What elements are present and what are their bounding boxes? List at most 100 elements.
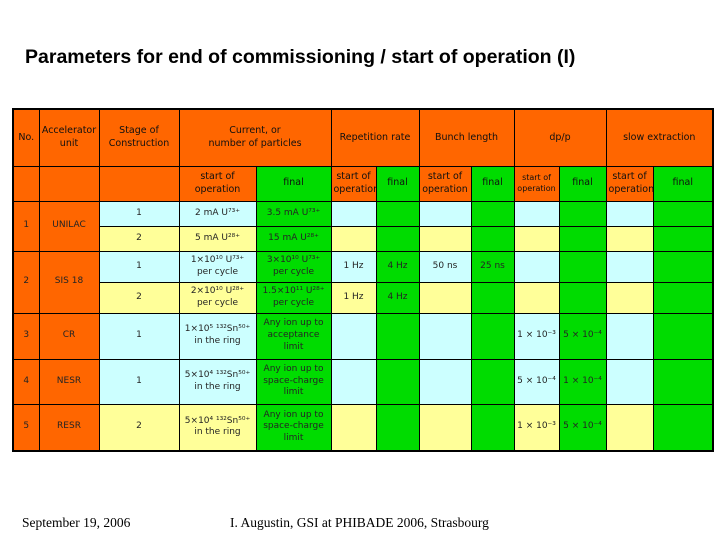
table-cell (470, 281, 515, 314)
table-cell (605, 250, 654, 283)
col-header-stage: Stage of Construction (98, 108, 180, 167)
table-cell (652, 312, 714, 360)
table-cell (605, 281, 654, 314)
row-number: 4 (12, 358, 40, 405)
col-header-current: Current, or number of particles (178, 108, 332, 167)
accelerator-name: NESR (38, 358, 100, 405)
header-spacer-cell (98, 165, 180, 202)
table-cell (418, 281, 472, 314)
parameters-table: No. Accelerator unit Stage of Constructi… (12, 108, 715, 452)
stage-number: 1 (98, 200, 180, 227)
table-cell (605, 358, 654, 405)
table-cell: 50 ns (418, 250, 472, 283)
table-cell: Any ion up to acceptance limit (255, 312, 332, 360)
table-cell (605, 225, 654, 252)
accelerator-name: CR (38, 312, 100, 360)
subheader-repetition-final: final (375, 165, 420, 202)
table-cell (605, 200, 654, 227)
table-cell: 1 Hz (330, 281, 377, 314)
table-cell (513, 281, 560, 314)
stage-number: 2 (98, 225, 180, 252)
header-row-subheaders: start of operation final start of operat… (12, 165, 714, 202)
table-cell: 1×10¹⁰ U⁷³⁺ per cycle (178, 250, 257, 283)
table-cell (418, 312, 472, 360)
table-cell: 15 mA U²⁸⁺ (255, 225, 332, 252)
table-cell (375, 358, 420, 405)
subheader-bunch-start: start of operation (418, 165, 472, 202)
stage-number: 1 (98, 312, 180, 360)
table-cell: 25 ns (470, 250, 515, 283)
table-cell (418, 358, 472, 405)
table-row: 4 NESR 1 5×10⁴ ¹³²Sn⁵⁰⁺ in the ring Any … (12, 358, 714, 405)
table-cell (558, 200, 607, 227)
col-header-dpp: dp/p (513, 108, 607, 167)
table-cell: 2×10¹⁰ U²⁸⁺ per cycle (178, 281, 257, 314)
row-number: 1 (12, 200, 40, 252)
table-cell: 1 × 10⁻³ (513, 312, 560, 360)
table-cell (652, 281, 714, 314)
table-cell (418, 200, 472, 227)
footer-date: September 19, 2006 (22, 515, 131, 530)
table-cell (375, 403, 420, 452)
header-spacer-cell (12, 165, 40, 202)
col-header-slow-extraction: slow extraction (605, 108, 714, 167)
subheader-current-start: start of operation (178, 165, 257, 202)
footer-credit: I. Augustin, GSI at PHIBADE 2006, Strasb… (230, 515, 489, 530)
accelerator-name: SIS 18 (38, 250, 100, 314)
table-cell (605, 403, 654, 452)
subheader-current-final: final (255, 165, 332, 202)
table-cell: 5×10⁴ ¹³²Sn⁵⁰⁺ in the ring (178, 403, 257, 452)
table-cell: 1 × 10⁻³ (513, 403, 560, 452)
table-cell (375, 312, 420, 360)
subheader-slow-final: final (652, 165, 714, 202)
table-cell: 4 Hz (375, 281, 420, 314)
table-row: 1 UNILAC 1 2 mA U⁷³⁺ 3.5 mA U⁷³⁺ (12, 200, 714, 252)
table-cell (605, 312, 654, 360)
table-cell (558, 225, 607, 252)
table-cell: 5 mA U²⁸⁺ (178, 225, 257, 252)
table-row: 2 SIS 18 1 1×10¹⁰ U⁷³⁺ per cycle 3×10¹⁰ … (12, 250, 714, 314)
table-cell (513, 250, 560, 283)
row-number: 5 (12, 403, 40, 452)
stage-number: 2 (98, 403, 180, 452)
table-row: 3 CR 1 1×10⁵ ¹³²Sn⁵⁰⁺ in the ring Any io… (12, 312, 714, 360)
table-cell: 1.5×10¹¹ U²⁸⁺ per cycle (255, 281, 332, 314)
table-cell (470, 358, 515, 405)
table-cell (558, 281, 607, 314)
table-cell: 3.5 mA U⁷³⁺ (255, 200, 332, 227)
col-header-bunch-length: Bunch length (418, 108, 515, 167)
accelerator-name: UNILAC (38, 200, 100, 252)
table-cell (375, 200, 420, 227)
col-header-no: No. (12, 108, 40, 167)
subheader-slow-start: start of operation (605, 165, 654, 202)
table-cell: 4 Hz (375, 250, 420, 283)
table-cell (330, 225, 377, 252)
table-cell (375, 225, 420, 252)
table-cell (652, 225, 714, 252)
subheader-dpp-final: final (558, 165, 607, 202)
stage-number: 2 (98, 281, 180, 314)
table-cell (652, 250, 714, 283)
table-cell: Any ion up to space-charge limit (255, 403, 332, 452)
stage-number: 1 (98, 250, 180, 283)
table-cell (470, 312, 515, 360)
row-number: 3 (12, 312, 40, 360)
col-header-repetition-rate: Repetition rate (330, 108, 420, 167)
table-cell: 5 × 10⁻⁴ (513, 358, 560, 405)
table-row: 2 5 mA U²⁸⁺ 15 mA U²⁸⁺ (13, 225, 714, 252)
table-cell: 1 × 10⁻⁴ (558, 358, 607, 405)
table-cell: 1 Hz (330, 250, 377, 283)
subheader-dpp-start: start of operation (513, 165, 560, 202)
table-cell (470, 225, 515, 252)
table-cell: 5 × 10⁻⁴ (558, 403, 607, 452)
table-cell (652, 200, 714, 227)
table-cell (470, 200, 515, 227)
table-cell (513, 200, 560, 227)
table-cell (558, 250, 607, 283)
table-cell (330, 312, 377, 360)
subheader-bunch-final: final (470, 165, 515, 202)
table-row: 2 2×10¹⁰ U²⁸⁺ per cycle 1.5×10¹¹ U²⁸⁺ pe… (13, 281, 714, 314)
table-cell (513, 225, 560, 252)
header-spacer-cell (38, 165, 100, 202)
table-cell: Any ion up to space-charge limit (255, 358, 332, 405)
